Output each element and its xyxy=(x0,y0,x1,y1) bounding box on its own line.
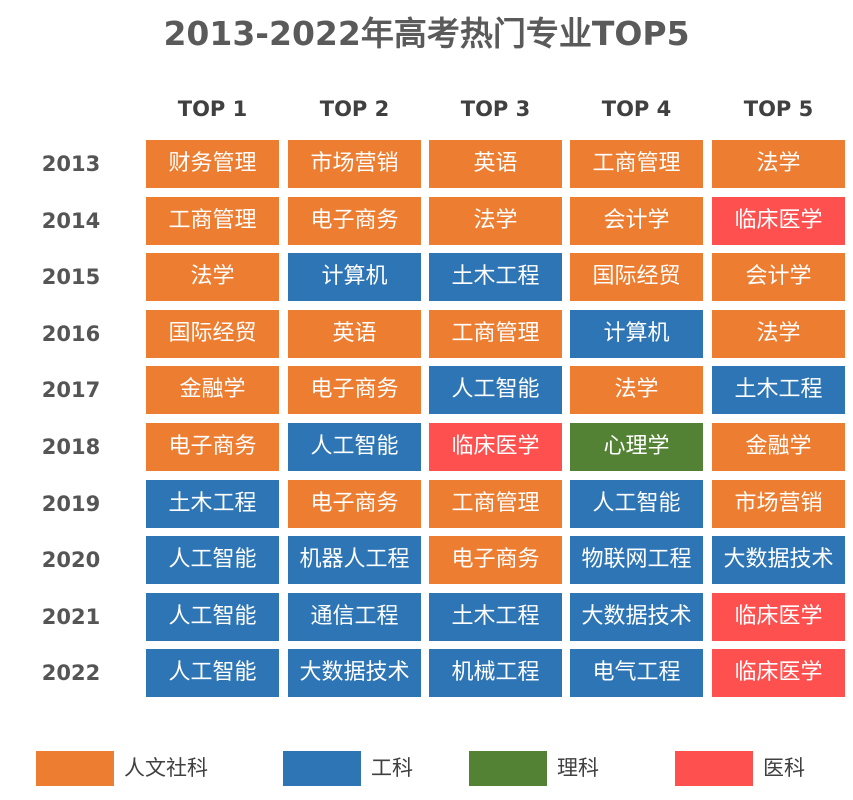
legend-swatch-humanities xyxy=(36,751,114,786)
legend-swatch-engineering xyxy=(283,751,361,786)
legend-label-science: 理科 xyxy=(557,756,599,780)
legend-swatch-science xyxy=(469,751,547,786)
table-cell-2022-top-5: 临床医学 xyxy=(712,649,845,697)
table-cell-2014-top-3: 法学 xyxy=(429,197,562,245)
table-cell-2014-top-1: 工商管理 xyxy=(146,197,279,245)
table-cell-2021-top-5: 临床医学 xyxy=(712,593,845,641)
column-header-top-4: TOP 4 xyxy=(601,97,672,121)
row-label-year: 2017 xyxy=(41,378,101,402)
table-cell-2019-top-2: 电子商务 xyxy=(288,480,421,528)
table-cell-2017-top-2: 电子商务 xyxy=(288,366,421,414)
table-cell-2016-top-1: 国际经贸 xyxy=(146,310,279,358)
row-label-year: 2019 xyxy=(41,492,101,516)
table-cell-2019-top-4: 人工智能 xyxy=(570,480,703,528)
table-cell-2013-top-2: 市场营销 xyxy=(288,140,421,188)
table-cell-2020-top-5: 大数据技术 xyxy=(712,536,845,584)
table-cell-2022-top-1: 人工智能 xyxy=(146,649,279,697)
table-cell-2017-top-3: 人工智能 xyxy=(429,366,562,414)
table-cell-2022-top-4: 电气工程 xyxy=(570,649,703,697)
table-cell-2013-top-1: 财务管理 xyxy=(146,140,279,188)
table-cell-2015-top-5: 会计学 xyxy=(712,253,845,301)
table-cell-2017-top-1: 金融学 xyxy=(146,366,279,414)
table-cell-2021-top-3: 土木工程 xyxy=(429,593,562,641)
table-cell-2015-top-4: 国际经贸 xyxy=(570,253,703,301)
column-header-top-5: TOP 5 xyxy=(743,97,814,121)
legend-swatch-medicine xyxy=(675,751,753,786)
table-cell-2015-top-1: 法学 xyxy=(146,253,279,301)
row-label-year: 2022 xyxy=(41,661,101,685)
row-label-year: 2014 xyxy=(41,209,101,233)
table-cell-2018-top-4: 心理学 xyxy=(570,423,703,471)
table-cell-2021-top-1: 人工智能 xyxy=(146,593,279,641)
row-label-year: 2018 xyxy=(41,435,101,459)
table-cell-2016-top-3: 工商管理 xyxy=(429,310,562,358)
table-cell-2021-top-2: 通信工程 xyxy=(288,593,421,641)
table-cell-2017-top-4: 法学 xyxy=(570,366,703,414)
column-header-top-1: TOP 1 xyxy=(177,97,248,121)
table-cell-2018-top-5: 金融学 xyxy=(712,423,845,471)
table-cell-2016-top-2: 英语 xyxy=(288,310,421,358)
table-cell-2013-top-3: 英语 xyxy=(429,140,562,188)
row-label-year: 2015 xyxy=(41,265,101,289)
column-header-top-3: TOP 3 xyxy=(460,97,531,121)
table-cell-2014-top-5: 临床医学 xyxy=(712,197,845,245)
table-cell-2020-top-2: 机器人工程 xyxy=(288,536,421,584)
table-cell-2013-top-4: 工商管理 xyxy=(570,140,703,188)
table-cell-2020-top-4: 物联网工程 xyxy=(570,536,703,584)
table-cell-2018-top-1: 电子商务 xyxy=(146,423,279,471)
row-label-year: 2020 xyxy=(41,548,101,572)
table-cell-2016-top-5: 法学 xyxy=(712,310,845,358)
table-cell-2018-top-3: 临床医学 xyxy=(429,423,562,471)
legend-label-engineering: 工科 xyxy=(371,756,413,780)
column-header-top-2: TOP 2 xyxy=(319,97,390,121)
table-cell-2015-top-2: 计算机 xyxy=(288,253,421,301)
row-label-year: 2013 xyxy=(41,152,101,176)
table-cell-2022-top-2: 大数据技术 xyxy=(288,649,421,697)
table-cell-2014-top-2: 电子商务 xyxy=(288,197,421,245)
chart-title: 2013-2022年高考热门专业TOP5 xyxy=(163,14,690,53)
table-cell-2016-top-4: 计算机 xyxy=(570,310,703,358)
legend-label-medicine: 医科 xyxy=(763,756,805,780)
table-cell-2019-top-5: 市场营销 xyxy=(712,480,845,528)
legend-label-humanities: 人文社科 xyxy=(124,756,208,780)
table-cell-2019-top-1: 土木工程 xyxy=(146,480,279,528)
table-cell-2020-top-1: 人工智能 xyxy=(146,536,279,584)
table-cell-2015-top-3: 土木工程 xyxy=(429,253,562,301)
table-cell-2018-top-2: 人工智能 xyxy=(288,423,421,471)
table-cell-2022-top-3: 机械工程 xyxy=(429,649,562,697)
row-label-year: 2021 xyxy=(41,605,101,629)
table-cell-2014-top-4: 会计学 xyxy=(570,197,703,245)
row-label-year: 2016 xyxy=(41,322,101,346)
table-cell-2013-top-5: 法学 xyxy=(712,140,845,188)
table-cell-2019-top-3: 工商管理 xyxy=(429,480,562,528)
table-cell-2021-top-4: 大数据技术 xyxy=(570,593,703,641)
table-cell-2017-top-5: 土木工程 xyxy=(712,366,845,414)
table-cell-2020-top-3: 电子商务 xyxy=(429,536,562,584)
